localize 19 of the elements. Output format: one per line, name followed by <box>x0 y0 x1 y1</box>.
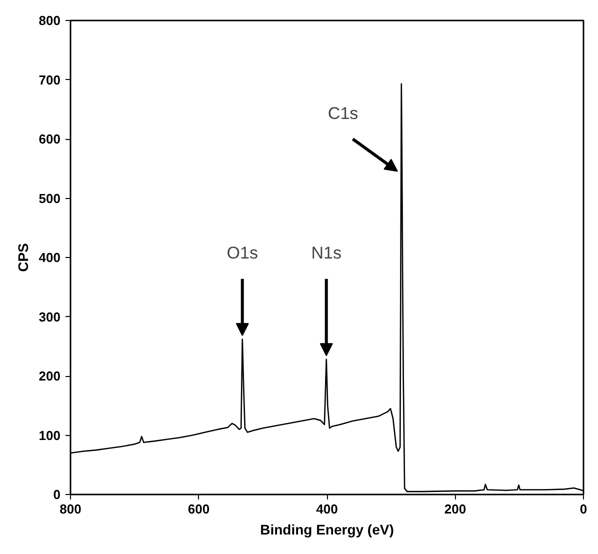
y-tick-label: 600 <box>38 132 61 146</box>
annotation: C1s <box>328 104 358 123</box>
y-axis-title: CPS <box>14 243 31 272</box>
x-tick-label: 600 <box>188 502 210 516</box>
annotation: O1s <box>226 243 258 262</box>
y-tick-label: 500 <box>38 190 61 206</box>
y-tick-label: 700 <box>38 72 61 88</box>
x-tick-label: 400 <box>316 502 338 516</box>
y-tick-label: 200 <box>38 368 61 384</box>
y-tick-label: 0 <box>53 487 61 502</box>
y-tick-label: 100 <box>38 428 61 443</box>
y-tick-label: 400 <box>38 250 61 265</box>
y-tick-label: 800 <box>38 13 61 28</box>
x-tick-label: 800 <box>60 502 82 516</box>
x-tick-label: 200 <box>444 502 466 516</box>
x-tick-label: 0 <box>580 502 588 516</box>
y-tick-label: 300 <box>38 309 61 324</box>
x-axis-title: Binding Energy (eV) <box>260 522 394 538</box>
annotation: N1s <box>311 243 342 262</box>
